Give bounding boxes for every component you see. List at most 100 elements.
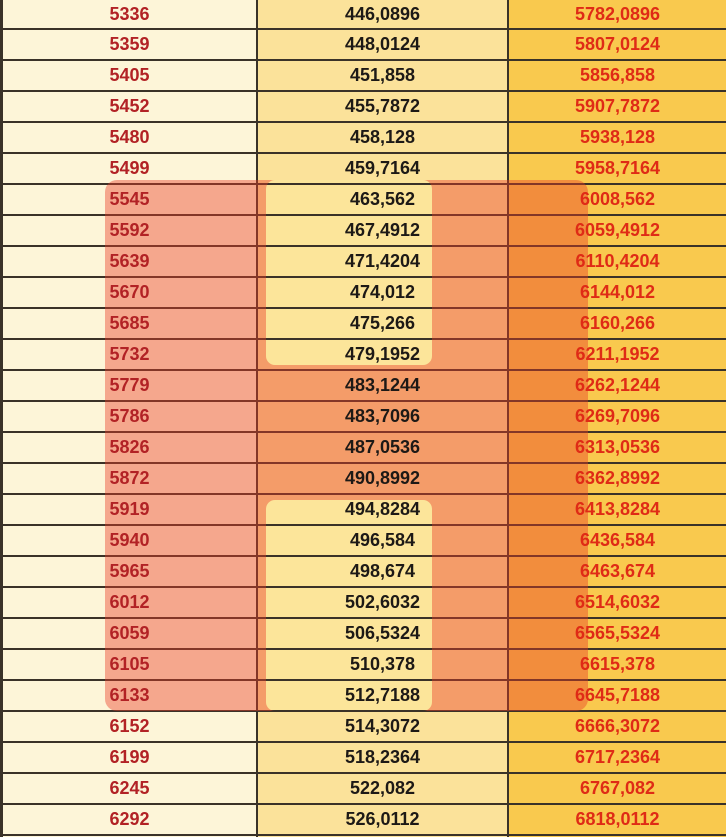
cell-value: 6262,1244 xyxy=(574,375,661,395)
table-cell: 5856,858 xyxy=(507,61,726,92)
cell-value: 5359 xyxy=(109,34,150,54)
cell-value: 6152 xyxy=(109,716,150,736)
table-cell: 5452 xyxy=(0,92,256,123)
table-cell: 6059 xyxy=(0,619,256,650)
cell-value: 6666,3072 xyxy=(574,716,661,736)
cell-value: 5779 xyxy=(109,375,150,395)
table-cell: 6269,7096 xyxy=(507,402,726,433)
table-cell: 6012 xyxy=(0,588,256,619)
table-cell: 5639 xyxy=(0,247,256,278)
table-cell: 5958,7164 xyxy=(507,154,726,185)
cell-value: 458,128 xyxy=(349,127,416,147)
cell-value: 459,7164 xyxy=(344,158,421,178)
cell-value: 502,6032 xyxy=(344,592,421,612)
table-cell: 5592 xyxy=(0,216,256,247)
cell-value: 5639 xyxy=(109,251,150,271)
cell-value: 479,1952 xyxy=(344,344,421,364)
cell-value: 490,8992 xyxy=(344,468,421,488)
cell-value: 446,0896 xyxy=(344,3,421,24)
cell-value: 6059,4912 xyxy=(574,220,661,240)
cell-value: 6008,562 xyxy=(579,189,656,209)
cell-value: 6717,2364 xyxy=(574,747,661,767)
cell-value: 522,082 xyxy=(349,778,416,798)
table-cell: 6313,0536 xyxy=(507,433,726,464)
table-cell: 458,128 xyxy=(256,123,507,154)
cell-value: 448,0124 xyxy=(344,34,421,54)
table-cell: 6199 xyxy=(0,743,256,774)
cell-value: 512,7188 xyxy=(344,685,421,705)
cell-value: 518,2364 xyxy=(344,747,421,767)
cell-value: 494,8284 xyxy=(344,499,421,519)
cell-value: 526,0112 xyxy=(345,809,420,829)
table-cell: 455,7872 xyxy=(256,92,507,123)
cell-value: 5938,128 xyxy=(579,127,656,147)
cell-value: 463,562 xyxy=(349,189,416,209)
cell-value: 6818,0112 xyxy=(575,809,660,829)
cell-value: 6313,0536 xyxy=(574,437,661,457)
table-cell: 526,0112 xyxy=(256,805,507,836)
cell-value: 5872 xyxy=(109,468,150,488)
cell-value: 483,1244 xyxy=(344,375,421,395)
cell-value: 5480 xyxy=(109,127,150,147)
cell-value: 6269,7096 xyxy=(574,406,661,426)
table-cell: 6133 xyxy=(0,681,256,712)
table-cell: 5807,0124 xyxy=(507,30,726,61)
table-cell: 5545 xyxy=(0,185,256,216)
cell-value: 5919 xyxy=(109,499,150,519)
table-cell: 446,0896 xyxy=(256,0,507,30)
cell-value: 6292 xyxy=(109,809,150,829)
cell-value: 5958,7164 xyxy=(574,158,661,178)
cell-value: 6413,8284 xyxy=(574,499,661,519)
cell-value: 5336 xyxy=(109,3,150,24)
table-cell: 5405 xyxy=(0,61,256,92)
cell-value: 6105 xyxy=(109,654,150,674)
cell-value: 510,378 xyxy=(349,654,416,674)
cell-value: 5685 xyxy=(109,313,150,333)
table-cell: 6436,584 xyxy=(507,526,726,557)
table-cell: 448,0124 xyxy=(256,30,507,61)
cell-value: 6160,266 xyxy=(579,313,656,333)
cell-value: 6211,1952 xyxy=(575,344,660,364)
table-cell: 5872 xyxy=(0,464,256,495)
cell-value: 6133 xyxy=(109,685,150,705)
table-cell: 514,3072 xyxy=(256,712,507,743)
table-cell: 5670 xyxy=(0,278,256,309)
cell-value: 6362,8992 xyxy=(574,468,661,488)
cell-value: 5499 xyxy=(109,158,150,178)
table-cell: 5336 xyxy=(0,0,256,30)
table-cell: 6008,562 xyxy=(507,185,726,216)
cell-value: 474,012 xyxy=(349,282,416,302)
cell-value: 5786 xyxy=(109,406,150,426)
table-cell: 6292 xyxy=(0,805,256,836)
table-cell: 6818,0112 xyxy=(507,805,726,836)
table-cell: 6463,674 xyxy=(507,557,726,588)
table-cell: 6245 xyxy=(0,774,256,805)
cell-value: 467,4912 xyxy=(344,220,421,240)
cell-value: 5405 xyxy=(109,65,150,85)
table-cell: 483,7096 xyxy=(256,402,507,433)
table-cell: 6144,012 xyxy=(507,278,726,309)
cell-value: 5670 xyxy=(109,282,150,302)
table-cell: 6666,3072 xyxy=(507,712,726,743)
cell-value: 5807,0124 xyxy=(574,34,661,54)
cell-value: 6199 xyxy=(109,747,150,767)
cell-value: 6144,012 xyxy=(579,282,656,302)
cell-value: 5592 xyxy=(109,220,150,240)
table-cell: 6767,082 xyxy=(507,774,726,805)
cell-value: 471,4204 xyxy=(344,251,421,271)
table-cell: 6514,6032 xyxy=(507,588,726,619)
cell-value: 6767,082 xyxy=(579,778,656,798)
table-cell: 522,082 xyxy=(256,774,507,805)
cell-value: 6012 xyxy=(109,592,150,612)
table-cell: 483,1244 xyxy=(256,371,507,402)
cell-value: 6059 xyxy=(109,623,150,643)
table-cell: 6615,378 xyxy=(507,650,726,681)
table-cell: 5732 xyxy=(0,340,256,371)
highlight-gap-top xyxy=(266,180,432,365)
cell-value: 5732 xyxy=(109,344,150,364)
cell-value: 5965 xyxy=(109,561,150,581)
cell-value: 5782,0896 xyxy=(574,3,661,24)
cell-value: 6565,5324 xyxy=(574,623,661,643)
